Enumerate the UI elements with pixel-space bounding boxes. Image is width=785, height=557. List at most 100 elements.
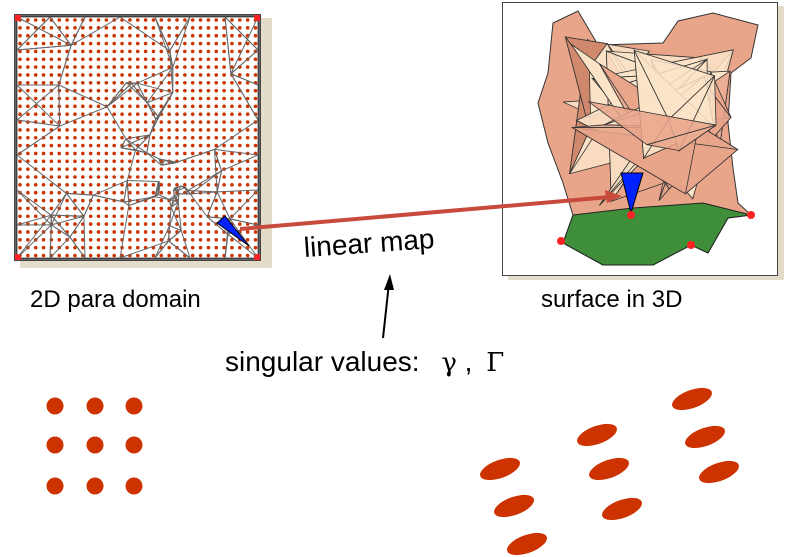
domain-dot — [214, 143, 219, 148]
domain-dot — [230, 57, 234, 62]
surface-boundary-point — [557, 237, 565, 245]
domain-mesh-edges — [16, 16, 259, 259]
stretched-ellipse — [577, 423, 617, 447]
domain-dot — [112, 57, 116, 62]
domain-dot — [73, 183, 77, 187]
domain-dot — [112, 222, 116, 226]
domain-corner-point — [15, 15, 21, 21]
domain-dot — [18, 112, 22, 116]
domain-dot — [73, 159, 77, 164]
domain-dot — [65, 26, 69, 30]
mesh-edge — [169, 225, 182, 231]
domain-dot — [96, 206, 101, 211]
domain-dot — [230, 143, 234, 148]
domain-dot — [96, 238, 101, 242]
domain-dot — [104, 190, 109, 195]
domain-dot — [112, 151, 116, 156]
domain-dot — [49, 183, 54, 187]
domain-dot — [33, 175, 38, 179]
mesh-edge — [229, 218, 259, 259]
domain-dot — [120, 159, 124, 164]
domain-dot — [81, 143, 85, 148]
domain-dot — [143, 104, 148, 109]
domain-dot — [33, 112, 38, 116]
domain-corner-point — [254, 254, 260, 260]
mesh-edge — [120, 134, 151, 149]
domain-dot — [183, 112, 187, 116]
domain-dot — [57, 135, 62, 140]
mesh-edge — [50, 193, 67, 226]
domain-dot — [222, 41, 226, 46]
domain-dot — [88, 57, 93, 62]
domain-dot — [206, 253, 211, 258]
domain-dot — [206, 73, 211, 77]
domain-dot — [104, 57, 109, 62]
domain-dot — [245, 206, 250, 211]
domain-dot — [190, 88, 195, 93]
domain-dot — [214, 128, 219, 132]
domain-dot — [151, 198, 156, 203]
mesh-edge — [69, 215, 85, 238]
domain-dot — [253, 128, 258, 132]
domain-dot — [135, 104, 140, 109]
mesh-edge — [126, 82, 148, 104]
mesh-edge — [123, 180, 128, 203]
domain-dot — [112, 214, 116, 219]
domain-dot — [96, 230, 101, 234]
domain-dot — [214, 120, 219, 124]
domain-dot — [135, 65, 140, 69]
mesh-edge — [154, 225, 170, 259]
comma-separator: , — [464, 346, 473, 377]
domain-dot — [143, 143, 148, 148]
domain-dot — [41, 18, 46, 22]
domain-dot — [230, 49, 234, 54]
domain-dot — [183, 151, 187, 156]
domain-dot — [65, 128, 69, 132]
domain-dot — [167, 120, 171, 124]
mesh-edge — [213, 149, 218, 192]
domain-dot — [120, 175, 124, 179]
domain-dot — [26, 49, 30, 54]
surface-boundary-point — [627, 211, 635, 219]
mesh-edge — [168, 199, 172, 208]
domain-dot — [167, 104, 171, 109]
domain-dot — [26, 26, 30, 30]
domain-dot — [143, 238, 148, 242]
domain-dot — [151, 88, 156, 93]
domain-dot — [18, 120, 22, 124]
domain-dot — [41, 65, 46, 69]
domain-dot — [253, 167, 258, 171]
domain-dot — [198, 159, 203, 164]
domain-dot — [214, 230, 219, 234]
mesh-edge — [58, 85, 61, 127]
domain-dot — [65, 206, 69, 211]
domain-dot — [230, 96, 234, 101]
domain-dot — [175, 175, 179, 179]
domain-border — [15, 15, 260, 260]
stretched-ellipse — [480, 457, 520, 481]
domain-dot — [73, 81, 77, 85]
domain-dot — [65, 135, 69, 140]
domain-dot — [175, 214, 179, 219]
mesh-edge — [172, 189, 175, 192]
round-dot — [46, 436, 64, 454]
domain-dot — [238, 41, 242, 46]
domain-dot — [143, 120, 148, 124]
domain-dot — [49, 190, 54, 195]
domain-dot — [57, 73, 62, 77]
cat-head-facets — [562, 36, 739, 206]
surface-label: surface in 3D — [541, 286, 683, 313]
domain-dot — [88, 245, 93, 250]
mesh-edge — [187, 189, 218, 193]
domain-dot — [190, 135, 195, 140]
pointer-arrow — [382, 282, 390, 339]
domain-dot — [104, 26, 109, 30]
domain-dot — [104, 96, 109, 101]
domain-dot — [128, 238, 132, 242]
domain-dot — [222, 175, 226, 179]
mesh-edge — [49, 236, 71, 259]
domain-dot — [159, 230, 164, 234]
domain-dot — [33, 81, 38, 85]
domain-dot — [159, 49, 164, 54]
domain-dot — [253, 175, 258, 179]
